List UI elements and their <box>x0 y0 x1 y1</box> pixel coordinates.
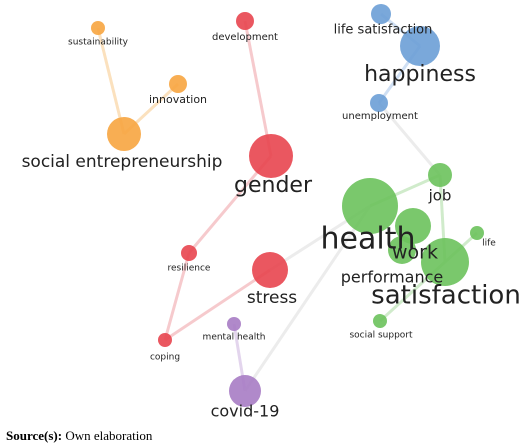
node-label: social entrepreneurship <box>22 152 223 172</box>
node <box>91 21 105 35</box>
node-label: happiness <box>364 62 476 87</box>
node-label: stress <box>247 288 297 308</box>
source-label: Source(s): <box>6 428 63 443</box>
node-label: life satisfaction <box>334 23 433 38</box>
node-label: covid-19 <box>211 402 280 421</box>
node <box>421 238 469 286</box>
node <box>470 226 484 240</box>
node-label: development <box>212 32 278 43</box>
edge <box>96 27 126 135</box>
node <box>181 245 197 261</box>
node <box>236 12 254 30</box>
nodes <box>91 4 484 407</box>
edge <box>163 252 191 341</box>
edge <box>164 268 271 342</box>
node-label: performance <box>341 268 443 287</box>
node-label: job <box>428 187 452 205</box>
node-label: health <box>321 222 416 257</box>
node <box>229 375 261 407</box>
node <box>373 314 387 328</box>
edge <box>243 20 273 157</box>
node-label: gender <box>234 173 313 198</box>
node <box>395 208 431 244</box>
node <box>371 4 391 24</box>
node-label: innovation <box>149 93 207 106</box>
edge <box>377 102 442 176</box>
node-label: mental health <box>203 333 266 343</box>
node-label: resilience <box>168 264 211 274</box>
node <box>107 117 141 151</box>
source-note: Source(s): Own elaboration <box>6 428 152 444</box>
node <box>249 134 293 178</box>
node-label: social support <box>349 331 413 341</box>
node <box>388 236 416 264</box>
node <box>400 26 440 66</box>
node <box>342 178 398 234</box>
node <box>227 317 241 331</box>
node-label: sustainability <box>68 38 129 48</box>
source-text: Own elaboration <box>65 428 153 443</box>
node <box>158 333 172 347</box>
node-label: satisfaction <box>371 281 520 311</box>
node <box>370 94 388 112</box>
node-label: life <box>482 239 496 249</box>
labels: sustainability innovation social entrepr… <box>22 23 520 421</box>
network: sustainability innovation social entrepr… <box>22 4 520 421</box>
node-label: work <box>392 242 438 264</box>
node-label: unemployment <box>342 111 418 122</box>
node <box>428 163 452 187</box>
edge <box>243 205 372 392</box>
node <box>169 75 187 93</box>
node <box>252 252 288 288</box>
node-label: coping <box>150 353 180 363</box>
